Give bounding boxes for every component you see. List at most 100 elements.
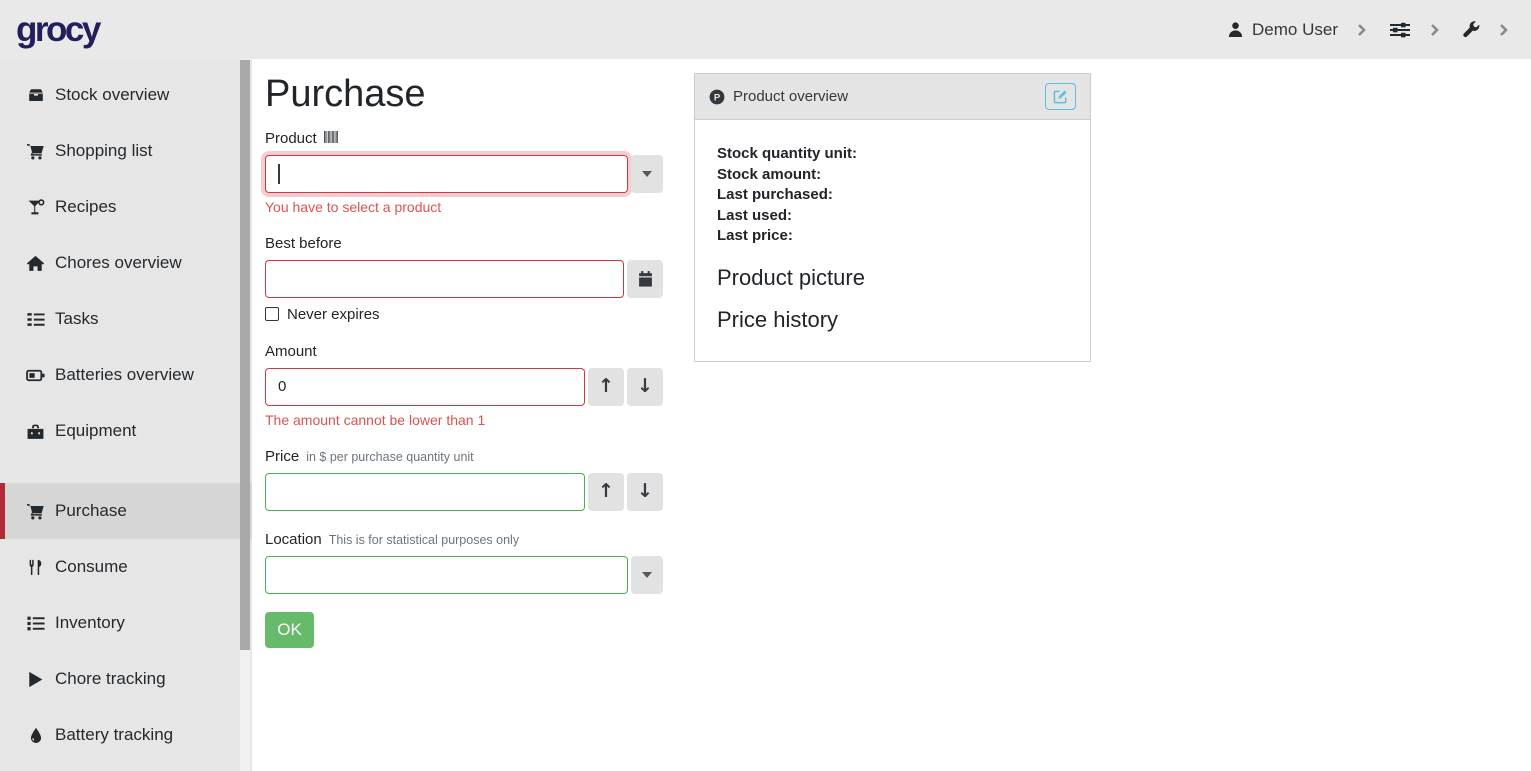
user-name: Demo User: [1252, 19, 1338, 39]
barcode-icon: [323, 130, 339, 143]
home-icon: [26, 255, 45, 272]
price-history-heading: Price history: [717, 306, 839, 332]
chevron-right-icon: [1356, 23, 1367, 37]
never-expires-checkbox[interactable]: [265, 307, 279, 322]
edit-icon: [1053, 89, 1068, 104]
product-overview-card: P Product overview Stock quantity unit: …: [694, 73, 1091, 362]
sidebar-item-label: Purchase: [55, 501, 127, 520]
admin-menu[interactable]: [1462, 20, 1509, 39]
last-used-label: Last used:: [717, 206, 793, 224]
price-input[interactable]: [265, 472, 585, 511]
grocy-logo: grocy: [16, 9, 101, 49]
sidebar-item-label: Tasks: [55, 309, 99, 328]
sliders-icon: [1389, 21, 1411, 39]
droplet-icon: [26, 727, 45, 744]
product-circle-icon: P: [709, 89, 725, 105]
sidebar-item-label: Shopping list: [55, 141, 153, 160]
price-label: Price: [265, 447, 300, 465]
sidebar-item-shopping-list[interactable]: Shopping list: [0, 123, 252, 179]
stock-quantity-unit-label: Stock quantity unit:: [717, 145, 857, 162]
main-content: Purchase Product You have: [252, 59, 1531, 771]
sidebar-item-label: Stock overview: [55, 85, 170, 104]
sidebar-item-label: Recipes: [55, 197, 117, 216]
user-menu[interactable]: Demo User: [1227, 20, 1367, 40]
wrench-icon: [1462, 20, 1480, 39]
product-dropdown-button[interactable]: [631, 154, 663, 193]
sidebar-item-stock-overview[interactable]: Stock overview: [0, 67, 252, 123]
product-picture-heading: Product picture: [717, 264, 865, 290]
sidebar-nav: Stock overview Shopping list Recipes Cho…: [0, 59, 252, 771]
caret-down-icon: [642, 170, 652, 177]
battery-icon: [26, 369, 45, 382]
chevron-right-icon: [1429, 23, 1440, 37]
sidebar-item-label: Battery tracking: [55, 725, 174, 744]
utensils-icon: [26, 559, 45, 576]
cart-icon: [26, 143, 45, 160]
sidebar-item-inventory[interactable]: Inventory: [0, 595, 252, 651]
amount-error: The amount cannot be lower than 1: [265, 411, 486, 428]
cocktail-icon: [26, 198, 45, 216]
amount-label: Amount: [265, 342, 317, 360]
chevron-right-icon: [1498, 23, 1509, 37]
location-hint: This is for statistical purposes only: [328, 532, 520, 547]
location-label: Location: [265, 530, 322, 548]
play-icon: [26, 671, 45, 688]
settings-menu[interactable]: [1389, 21, 1440, 39]
last-price-label: Last price:: [717, 227, 793, 245]
sidebar-item-recipes[interactable]: Recipes: [0, 179, 252, 235]
ok-button[interactable]: OK: [265, 611, 314, 648]
arrow-up-icon: ↑: [598, 480, 614, 503]
price-decrement-button[interactable]: ↓: [627, 472, 663, 511]
toolbox-icon: [26, 423, 45, 440]
sidebar-item-purchase[interactable]: Purchase: [0, 483, 252, 539]
arrow-up-icon: ↑: [598, 375, 614, 398]
sidebar-item-battery-tracking[interactable]: Battery tracking: [0, 707, 252, 763]
calendar-icon: [638, 270, 653, 287]
calendar-button[interactable]: [627, 259, 663, 298]
price-increment-button[interactable]: ↑: [588, 472, 624, 511]
sidebar-scrollbar-thumb[interactable]: [240, 60, 250, 650]
tasks-icon: [26, 312, 45, 327]
user-icon: [1227, 21, 1244, 38]
amount-increment-button[interactable]: ↑: [588, 367, 624, 406]
edit-product-button[interactable]: [1045, 83, 1076, 110]
product-error: You have to select a product: [265, 198, 442, 215]
page-title: Purchase: [265, 73, 426, 115]
sidebar-item-equipment[interactable]: Equipment: [0, 403, 252, 459]
product-label: Product: [265, 129, 317, 147]
top-header: grocy Demo User: [0, 0, 1531, 59]
sidebar-item-label: Chores overview: [55, 253, 182, 272]
sidebar-item-label: Consume: [55, 557, 128, 576]
price-hint: in $ per purchase quantity unit: [306, 449, 474, 464]
svg-text:P: P: [714, 92, 721, 103]
stock-amount-label: Stock amount:: [717, 165, 822, 183]
location-dropdown-button[interactable]: [631, 555, 663, 594]
best-before-input[interactable]: [265, 259, 624, 298]
cart-icon: [26, 503, 45, 520]
box-icon: [26, 87, 45, 103]
arrow-down-icon: ↓: [637, 375, 653, 398]
never-expires-label: Never expires: [287, 305, 380, 323]
sidebar-item-consume[interactable]: Consume: [0, 539, 252, 595]
amount-input[interactable]: [265, 367, 585, 406]
caret-down-icon: [642, 571, 652, 578]
sidebar-item-chore-tracking[interactable]: Chore tracking: [0, 651, 252, 707]
purchase-form: Purchase Product You have: [265, 73, 663, 648]
sidebar-scrollbar-track: [240, 59, 250, 771]
list-icon: [26, 616, 45, 631]
sidebar-item-label: Inventory: [55, 613, 125, 632]
arrow-down-icon: ↓: [637, 480, 653, 503]
text-cursor: [278, 163, 280, 184]
product-input[interactable]: [265, 154, 628, 193]
best-before-label: Best before: [265, 234, 342, 252]
sidebar-item-tasks[interactable]: Tasks: [0, 291, 252, 347]
sidebar-item-label: Chore tracking: [55, 669, 166, 688]
location-select[interactable]: [265, 555, 628, 594]
amount-decrement-button[interactable]: ↓: [627, 367, 663, 406]
sidebar-item-label: Batteries overview: [55, 365, 194, 384]
sidebar-item-label: Equipment: [55, 421, 137, 440]
sidebar-item-batteries-overview[interactable]: Batteries overview: [0, 347, 252, 403]
sidebar-item-chores-overview[interactable]: Chores overview: [0, 235, 252, 291]
last-purchased-label: Last purchased:: [717, 186, 833, 204]
card-title: Product overview: [733, 88, 849, 105]
